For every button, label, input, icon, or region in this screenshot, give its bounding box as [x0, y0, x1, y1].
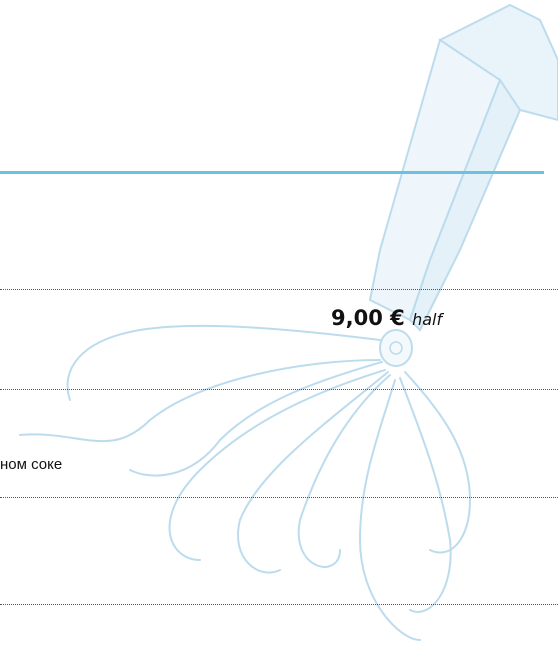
squid-illustration [0, 0, 558, 664]
divider [0, 497, 558, 498]
divider [0, 604, 558, 605]
divider [0, 389, 558, 390]
portion: half [412, 310, 442, 329]
divider [0, 289, 558, 290]
page: 9,00 € half ном соке (() => { const data… [0, 0, 558, 664]
price-line: 9,00 € half [331, 306, 442, 330]
price: 9,00 € [331, 306, 405, 330]
section-rule [0, 171, 544, 174]
dish-description: ном соке [0, 456, 62, 473]
